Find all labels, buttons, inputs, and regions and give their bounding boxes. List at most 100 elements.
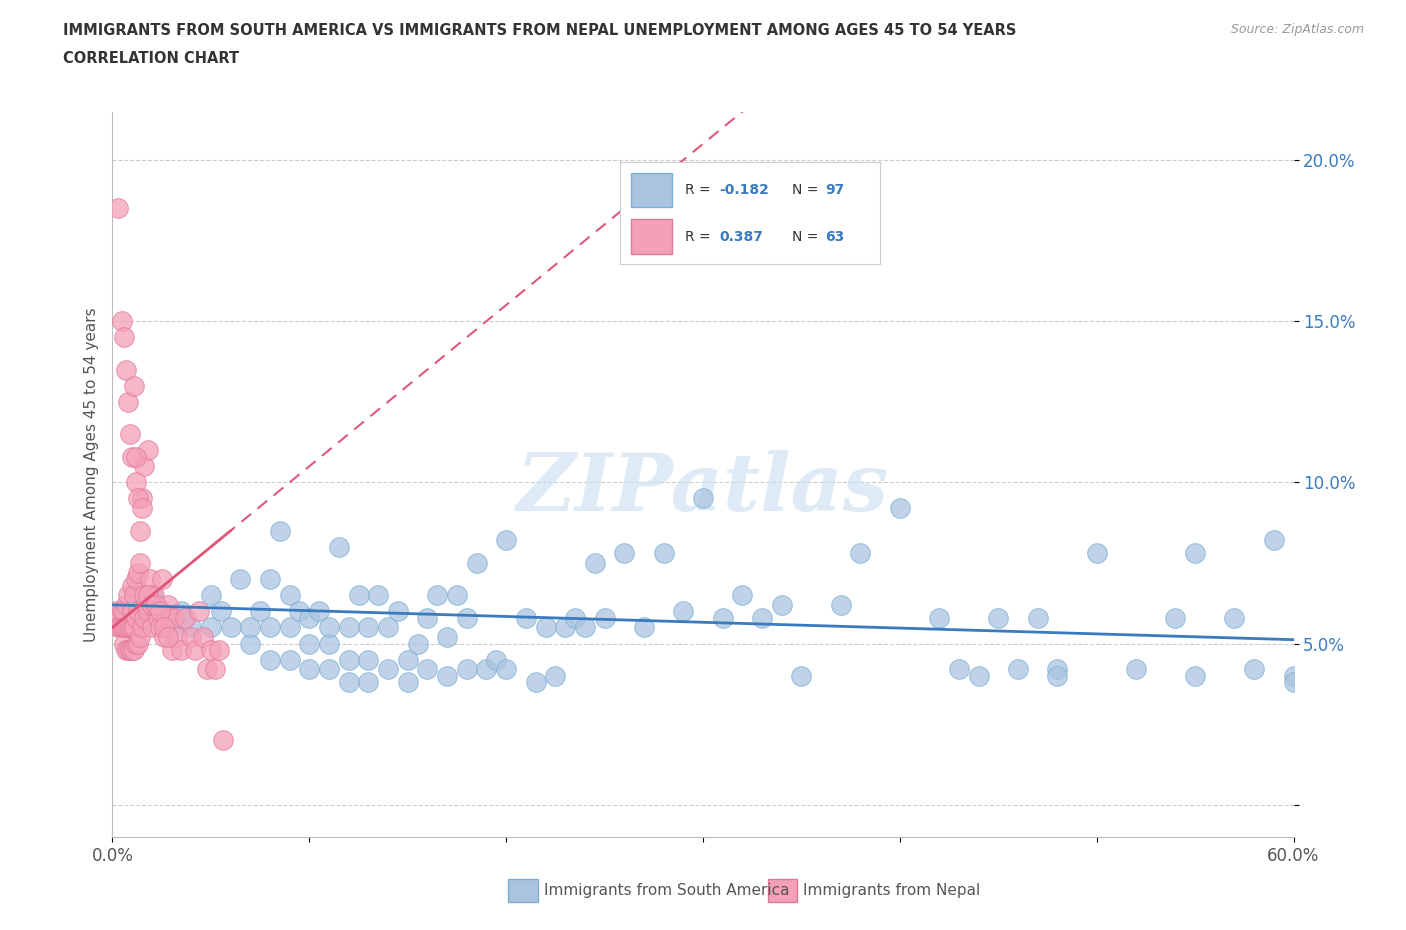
Point	[160, 643, 183, 658]
Point	[928, 610, 950, 625]
Point	[672, 604, 695, 618]
Point	[145, 604, 167, 618]
Point	[416, 610, 439, 625]
Point	[298, 610, 321, 625]
Point	[145, 597, 167, 612]
Point	[889, 500, 911, 515]
Point	[211, 733, 233, 748]
Point	[554, 620, 576, 635]
Point	[967, 669, 990, 684]
Point	[180, 620, 202, 635]
Point	[328, 539, 350, 554]
Point	[1125, 662, 1147, 677]
Point	[357, 620, 380, 635]
Text: ZIPatlas: ZIPatlas	[517, 450, 889, 527]
Point	[593, 610, 616, 625]
Point	[111, 604, 134, 618]
Point	[633, 620, 655, 635]
Point	[259, 572, 281, 587]
Point	[170, 604, 193, 618]
Point	[121, 620, 143, 635]
Point	[180, 630, 202, 644]
Point	[377, 662, 399, 677]
Point	[132, 458, 155, 473]
Point	[111, 620, 134, 635]
Point	[200, 620, 222, 635]
Point	[318, 636, 340, 651]
Point	[112, 636, 135, 651]
Point	[191, 630, 214, 644]
Point	[298, 662, 321, 677]
Point	[120, 643, 142, 658]
Point	[127, 565, 149, 580]
Point	[1223, 610, 1246, 625]
Point	[318, 620, 340, 635]
Point	[524, 675, 547, 690]
Point	[1302, 610, 1324, 625]
Point	[127, 491, 149, 506]
Point	[115, 597, 138, 612]
Point	[115, 362, 138, 377]
Point	[125, 636, 148, 651]
Point	[1184, 546, 1206, 561]
Point	[436, 669, 458, 684]
Point	[1085, 546, 1108, 561]
Point	[278, 652, 301, 667]
Point	[127, 604, 149, 618]
Point	[219, 620, 242, 635]
Point	[1184, 669, 1206, 684]
Point	[136, 588, 159, 603]
Point	[495, 662, 517, 677]
Point	[377, 620, 399, 635]
Point	[465, 555, 488, 570]
Point	[770, 597, 793, 612]
Point	[125, 449, 148, 464]
Point	[122, 379, 145, 393]
Point	[692, 491, 714, 506]
Point	[110, 620, 132, 635]
Point	[396, 652, 419, 667]
Point	[170, 643, 193, 658]
Point	[209, 604, 232, 618]
Point	[830, 597, 852, 612]
Point	[139, 572, 162, 587]
Point	[156, 630, 179, 644]
Point	[564, 610, 586, 625]
Point	[1026, 610, 1049, 625]
Text: IMMIGRANTS FROM SOUTH AMERICA VS IMMIGRANTS FROM NEPAL UNEMPLOYMENT AMONG AGES 4: IMMIGRANTS FROM SOUTH AMERICA VS IMMIGRA…	[63, 23, 1017, 38]
Point	[1046, 662, 1069, 677]
Point	[367, 588, 389, 603]
Point	[337, 620, 360, 635]
Point	[105, 604, 128, 618]
Point	[200, 588, 222, 603]
Point	[495, 533, 517, 548]
Point	[107, 620, 129, 635]
Point	[142, 588, 165, 603]
Point	[112, 330, 135, 345]
Text: Immigrants from South America: Immigrants from South America	[544, 884, 789, 898]
Point	[122, 643, 145, 658]
Point	[731, 588, 754, 603]
Point	[308, 604, 330, 618]
FancyBboxPatch shape	[768, 879, 797, 902]
Point	[121, 643, 143, 658]
Point	[132, 588, 155, 603]
Point	[298, 636, 321, 651]
Point	[107, 201, 129, 216]
Point	[117, 643, 139, 658]
Point	[115, 643, 138, 658]
Point	[278, 620, 301, 635]
Point	[136, 604, 159, 618]
Point	[111, 313, 134, 328]
Point	[129, 555, 152, 570]
Point	[117, 394, 139, 409]
Point	[406, 636, 429, 651]
Point	[1164, 610, 1187, 625]
Point	[125, 475, 148, 490]
Point	[790, 669, 813, 684]
Text: Immigrants from Nepal: Immigrants from Nepal	[803, 884, 980, 898]
Point	[337, 675, 360, 690]
Point	[117, 620, 139, 635]
Point	[446, 588, 468, 603]
Point	[416, 662, 439, 677]
